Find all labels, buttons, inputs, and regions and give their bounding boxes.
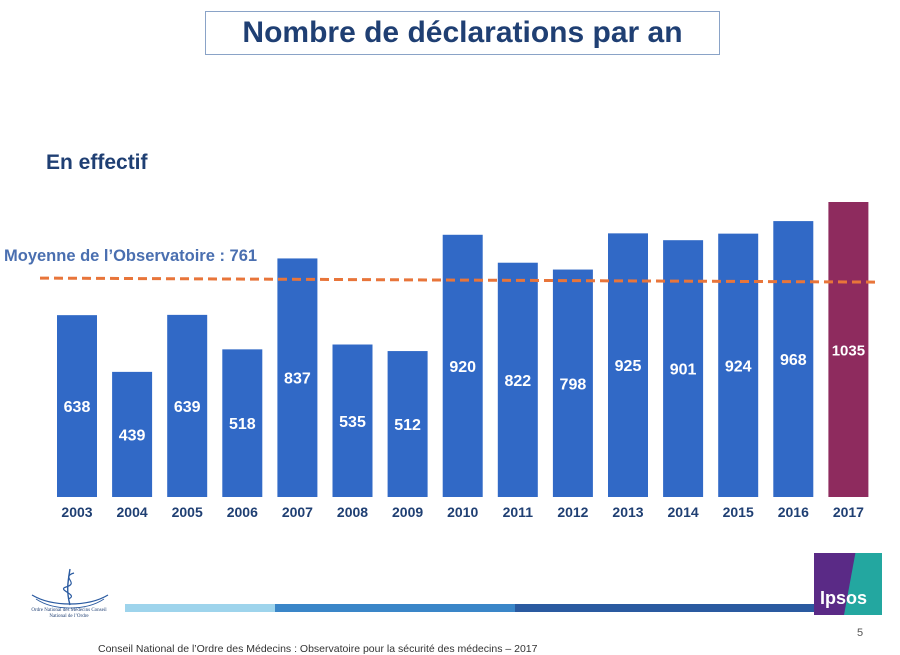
bar-chart: 638 2003 439 2004 639 2005 518 2006 837 2007 535 20… [39, 202, 879, 520]
x-tick-2017: 2017 [833, 504, 864, 520]
data-label-2004: 439 [119, 427, 146, 444]
x-tick-2011: 2011 [503, 504, 534, 520]
footer-stripe-dark [515, 604, 815, 612]
x-tick-2013: 2013 [612, 504, 643, 520]
bar-2017 [828, 202, 869, 497]
bar-2004 [112, 371, 153, 497]
data-label-2011: 822 [504, 373, 531, 390]
data-label-2009: 512 [394, 417, 421, 434]
footer-stripe-light [125, 604, 275, 612]
bar-2010 [442, 234, 483, 497]
bar-2012 [552, 269, 593, 497]
bar-2007 [277, 258, 318, 497]
x-tick-2005: 2005 [172, 504, 203, 520]
ipsos-logo: Ipsos [814, 553, 882, 615]
x-tick-2010: 2010 [447, 504, 478, 520]
bar-2009 [387, 351, 428, 497]
bar-2015 [718, 233, 759, 497]
data-label-2015: 924 [725, 358, 752, 375]
bar-2005 [167, 314, 208, 497]
data-label-2014: 901 [670, 362, 697, 379]
x-tick-2009: 2009 [392, 504, 423, 520]
bar-2013 [608, 233, 648, 497]
x-tick-2004: 2004 [117, 504, 148, 520]
bar-2008 [332, 344, 373, 497]
bar-2011 [497, 262, 538, 497]
x-tick-2006: 2006 [227, 504, 258, 520]
x-tick-2007: 2007 [282, 504, 313, 520]
chart-subtitle: En effectif [46, 151, 148, 174]
x-tick-2016: 2016 [778, 504, 809, 520]
data-label-2016: 968 [780, 352, 807, 369]
footer-text: Conseil National de l’Ordre des Médecins… [98, 643, 538, 655]
footer-stripe-mid [275, 604, 515, 612]
page-number: 5 [857, 627, 864, 639]
data-label-2008: 535 [339, 414, 366, 431]
page-title: Nombre de déclarations par an [205, 11, 720, 55]
data-label-2003: 638 [64, 399, 91, 416]
bar-2003 [57, 315, 97, 497]
average-label: Moyenne de l’Observatoire : 761 [4, 247, 258, 265]
bar-2016 [773, 221, 814, 497]
ordre-medecins-logo [31, 568, 109, 609]
x-tick-2012: 2012 [557, 504, 588, 520]
bar-2006 [222, 349, 263, 497]
x-tick-2003: 2003 [61, 504, 92, 520]
data-label-2006: 518 [229, 416, 256, 433]
ordre-medecins-logo-text: Ordre National des Médecins Conseil Nati… [31, 608, 107, 619]
data-label-2007: 837 [284, 371, 311, 388]
x-tick-2014: 2014 [668, 504, 699, 520]
data-label-2013: 925 [615, 358, 642, 375]
data-label-2005: 639 [174, 399, 201, 416]
data-label-2012: 798 [560, 376, 587, 393]
data-label-2010: 920 [449, 359, 476, 376]
x-tick-2015: 2015 [723, 504, 754, 520]
x-tick-2008: 2008 [337, 504, 368, 520]
data-label-2017: 1035 [832, 343, 865, 360]
bar-2014 [663, 240, 704, 497]
